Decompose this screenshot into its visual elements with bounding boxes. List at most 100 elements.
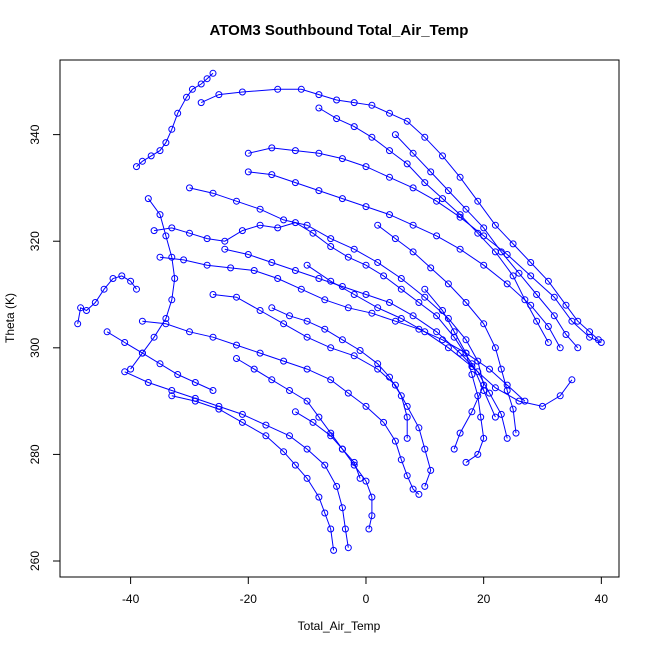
data-point: [444, 187, 452, 195]
data-point: [391, 317, 399, 325]
data-point: [338, 336, 346, 344]
data-point: [327, 525, 335, 533]
data-point: [238, 88, 246, 96]
data-point: [344, 304, 352, 312]
data-point: [462, 299, 470, 306]
data-point: [327, 344, 335, 352]
series-line: [295, 411, 373, 530]
data-point: [144, 195, 152, 203]
series-line: [271, 307, 408, 439]
data-point: [186, 328, 193, 336]
data-point: [480, 261, 488, 269]
data-point: [303, 445, 311, 453]
data-point: [480, 224, 488, 232]
data-point: [544, 323, 552, 330]
data-point: [250, 365, 258, 373]
data-point: [321, 509, 329, 517]
data-point: [368, 512, 376, 520]
data-point: [415, 299, 423, 306]
data-point: [291, 267, 299, 274]
data-point: [427, 466, 435, 474]
data-point: [365, 525, 373, 533]
series-19: [291, 408, 376, 533]
data-point: [83, 307, 90, 314]
data-point: [503, 251, 511, 258]
data-point: [368, 101, 376, 109]
data-point: [362, 261, 370, 269]
data-point: [150, 227, 158, 235]
series-20: [391, 131, 582, 352]
data-point: [480, 387, 488, 394]
series-1: [74, 272, 140, 328]
data-point: [118, 272, 126, 280]
data-point: [439, 307, 446, 314]
data-point: [344, 253, 352, 261]
data-point: [403, 160, 411, 168]
data-point: [268, 376, 276, 384]
data-point: [474, 392, 482, 400]
data-point: [386, 109, 393, 117]
data-point: [533, 291, 541, 298]
data-point: [256, 349, 264, 357]
data-point: [274, 224, 282, 232]
x-tick-label: -40: [122, 592, 140, 606]
data-point: [344, 544, 352, 552]
data-point: [597, 339, 605, 346]
data-point: [403, 434, 411, 442]
data-point: [274, 85, 282, 93]
data-point: [391, 131, 399, 139]
data-point: [203, 261, 211, 269]
data-point: [386, 173, 393, 181]
data-point: [121, 339, 129, 346]
data-point: [297, 85, 305, 93]
data-point: [315, 149, 323, 157]
data-point: [168, 392, 176, 400]
data-point: [168, 387, 176, 394]
data-point: [174, 371, 182, 378]
data-point: [221, 245, 229, 253]
data-point: [203, 75, 211, 83]
data-point: [209, 387, 217, 394]
data-point: [386, 299, 393, 306]
data-point: [374, 259, 382, 266]
data-point: [468, 408, 476, 416]
data-point: [109, 275, 117, 282]
y-tick-label: 300: [28, 337, 42, 357]
data-point: [409, 485, 417, 493]
data-point: [303, 221, 311, 229]
data-point: [386, 373, 393, 381]
data-point: [439, 195, 446, 203]
data-point: [456, 211, 464, 219]
data-point: [562, 301, 570, 309]
series-line: [200, 88, 599, 341]
data-point: [330, 546, 338, 554]
data-point: [127, 277, 135, 285]
data-point: [556, 344, 564, 352]
data-point: [233, 341, 240, 349]
data-point: [315, 413, 323, 421]
data-point: [380, 272, 388, 280]
data-point: [338, 155, 346, 163]
series-7: [156, 253, 529, 405]
data-point: [403, 413, 411, 421]
data-point: [568, 376, 576, 384]
data-point: [209, 69, 217, 77]
data-point: [433, 328, 441, 336]
data-point: [533, 317, 541, 325]
data-point: [503, 387, 511, 394]
data-point: [544, 339, 552, 346]
data-point: [474, 197, 482, 205]
data-point: [168, 224, 176, 232]
data-point: [421, 328, 429, 336]
series-14: [209, 291, 435, 490]
data-point: [368, 493, 376, 501]
data-point: [256, 205, 264, 213]
data-point: [415, 490, 423, 498]
data-point: [374, 304, 382, 312]
data-point: [480, 320, 488, 328]
series-line: [224, 248, 508, 439]
data-point: [468, 371, 476, 378]
data-point: [456, 173, 464, 181]
